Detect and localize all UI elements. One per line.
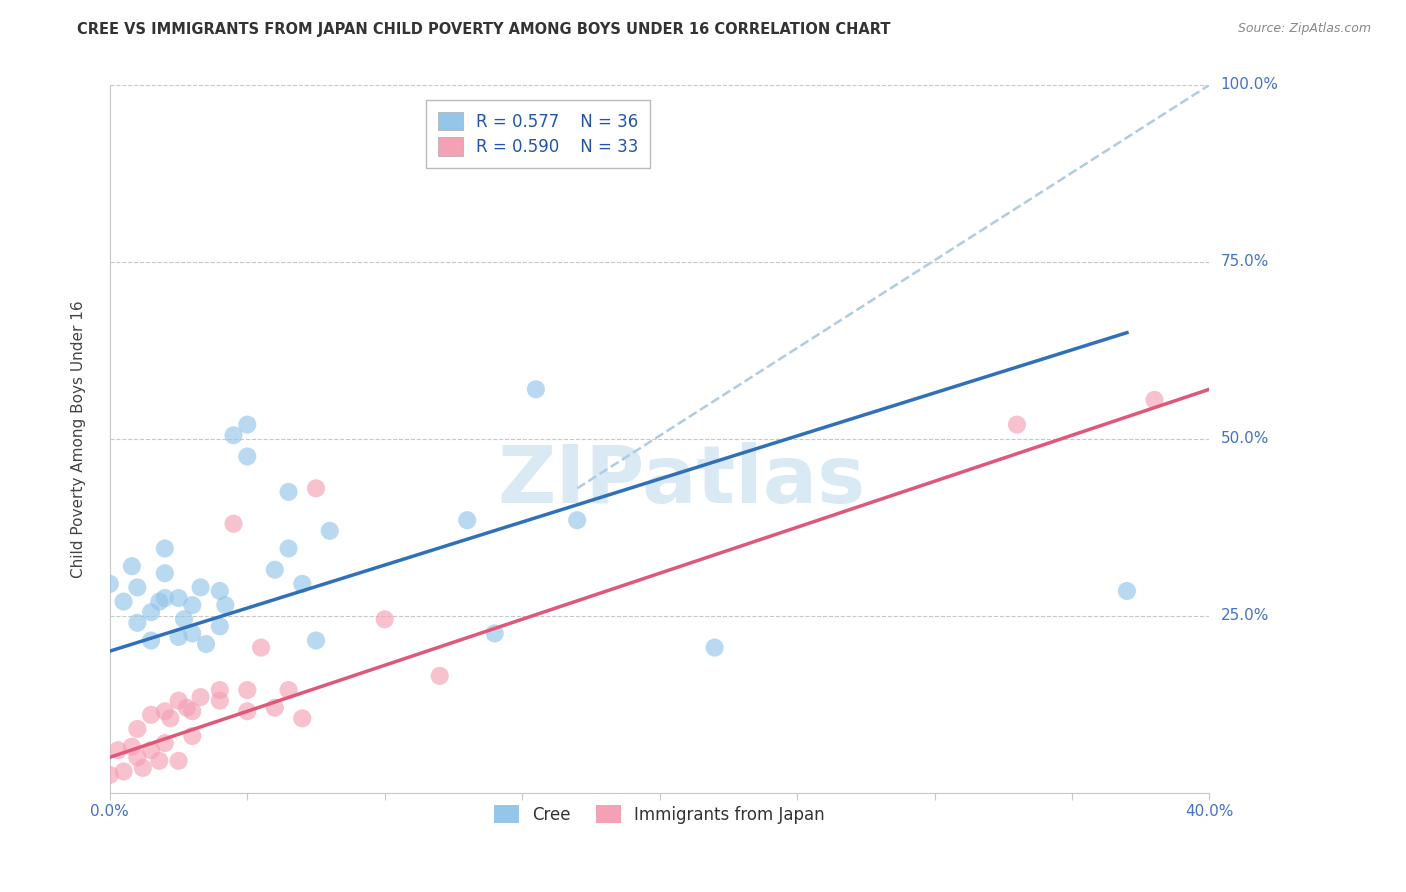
Point: [107, 743, 129, 757]
Point: [208, 584, 231, 599]
Point: [153, 736, 176, 750]
Point: [208, 693, 231, 707]
Point: [139, 743, 162, 757]
Text: 25.0%: 25.0%: [1220, 608, 1268, 624]
Point: [127, 615, 149, 630]
Legend: Cree, Immigrants from Japan: Cree, Immigrants from Japan: [484, 795, 835, 834]
Text: 75.0%: 75.0%: [1220, 254, 1268, 269]
Point: [319, 524, 342, 538]
Point: [181, 729, 204, 743]
Point: [127, 722, 149, 736]
Point: [1005, 417, 1028, 432]
Point: [484, 626, 506, 640]
Point: [456, 513, 478, 527]
Point: [148, 594, 170, 608]
Point: [250, 640, 273, 655]
Point: [214, 598, 236, 612]
Point: [181, 626, 204, 640]
Point: [127, 581, 149, 595]
Point: [195, 637, 218, 651]
Point: [263, 700, 285, 714]
Point: [1116, 584, 1139, 599]
Point: [524, 382, 547, 396]
Point: [98, 577, 121, 591]
Point: [222, 516, 245, 531]
Point: [176, 700, 198, 714]
Point: [291, 711, 314, 725]
Point: [208, 619, 231, 633]
Point: [112, 594, 135, 608]
Point: [167, 693, 190, 707]
Point: [236, 704, 259, 718]
Point: [567, 513, 589, 527]
Point: [127, 750, 149, 764]
Point: [148, 754, 170, 768]
Point: [277, 683, 299, 698]
Point: [132, 761, 155, 775]
Point: [121, 739, 143, 754]
Text: CREE VS IMMIGRANTS FROM JAPAN CHILD POVERTY AMONG BOYS UNDER 16 CORRELATION CHAR: CREE VS IMMIGRANTS FROM JAPAN CHILD POVE…: [77, 22, 891, 37]
Point: [190, 581, 212, 595]
Point: [167, 630, 190, 644]
Point: [139, 707, 162, 722]
Point: [173, 612, 195, 626]
Point: [167, 754, 190, 768]
Point: [305, 481, 328, 495]
Point: [263, 563, 285, 577]
Point: [236, 683, 259, 698]
Point: [159, 711, 181, 725]
Point: [112, 764, 135, 779]
Point: [374, 612, 396, 626]
Point: [98, 768, 121, 782]
Point: [153, 591, 176, 605]
Point: [190, 690, 212, 705]
Point: [236, 417, 259, 432]
Point: [277, 484, 299, 499]
Point: [139, 633, 162, 648]
Point: [291, 577, 314, 591]
Point: [153, 566, 176, 581]
Point: [703, 640, 725, 655]
Point: [222, 428, 245, 442]
Point: [167, 591, 190, 605]
Point: [153, 704, 176, 718]
Point: [1143, 392, 1166, 407]
Point: [277, 541, 299, 556]
Point: [181, 598, 204, 612]
Point: [305, 633, 328, 648]
Text: Source: ZipAtlas.com: Source: ZipAtlas.com: [1237, 22, 1371, 36]
Point: [236, 450, 259, 464]
Point: [181, 704, 204, 718]
Point: [208, 683, 231, 698]
Point: [139, 605, 162, 619]
Text: 100.0%: 100.0%: [1220, 78, 1278, 93]
Text: 50.0%: 50.0%: [1220, 432, 1268, 446]
Point: [121, 559, 143, 574]
Point: [429, 669, 451, 683]
Text: ZIPatlas: ZIPatlas: [498, 442, 866, 520]
Y-axis label: Child Poverty Among Boys Under 16: Child Poverty Among Boys Under 16: [72, 300, 86, 578]
Point: [153, 541, 176, 556]
